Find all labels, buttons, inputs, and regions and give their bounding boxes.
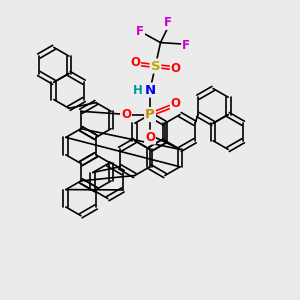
Text: F: F [136, 25, 144, 38]
Text: P: P [145, 108, 155, 121]
Text: O: O [145, 130, 155, 144]
Text: F: F [164, 16, 171, 29]
Text: F: F [182, 39, 190, 52]
Text: O: O [171, 97, 181, 110]
Text: O: O [130, 56, 140, 70]
Text: N: N [144, 83, 156, 97]
Text: O: O [171, 62, 181, 76]
Text: O: O [121, 108, 131, 121]
Text: S: S [151, 59, 160, 73]
Text: H: H [133, 83, 142, 97]
